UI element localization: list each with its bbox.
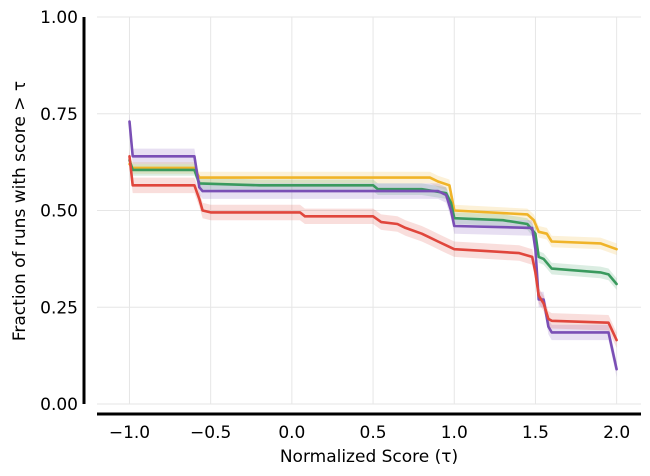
ci-band-red xyxy=(129,148,617,348)
y-tick-label: 0.00 xyxy=(40,395,78,415)
y-tick-label: 0.50 xyxy=(40,202,78,222)
x-tick-label: 0.5 xyxy=(360,423,387,443)
x-tick-label: 1.5 xyxy=(522,423,549,443)
tick-labels: −1.0 −0.5 0.0 0.5 1.0 1.5 2.0 0.00 0.25 0.50 0.75 1… xyxy=(40,8,630,443)
x-tick-label: −0.5 xyxy=(190,423,231,443)
axes xyxy=(82,17,641,416)
y-tick-label: 0.25 xyxy=(40,298,78,318)
series-lines xyxy=(128,120,618,371)
x-tick-label: 1.0 xyxy=(441,423,468,443)
x-tick-label: −1.0 xyxy=(109,423,150,443)
y-tick-label: 1.00 xyxy=(40,8,78,28)
series-line-green xyxy=(128,158,618,286)
series-line-red xyxy=(128,155,618,342)
confidence-bands xyxy=(129,113,617,377)
ci-band-orange xyxy=(129,158,617,255)
y-tick-label: 0.75 xyxy=(40,105,78,125)
series-line-purple xyxy=(128,120,618,371)
ci-band-green xyxy=(129,154,617,290)
x-tick-label: 2.0 xyxy=(603,423,630,443)
x-tick-label: 0.0 xyxy=(278,423,305,443)
y-axis-label: Fraction of runs with score > τ xyxy=(10,81,30,341)
x-axis-label: Normalized Score (τ) xyxy=(280,447,458,467)
